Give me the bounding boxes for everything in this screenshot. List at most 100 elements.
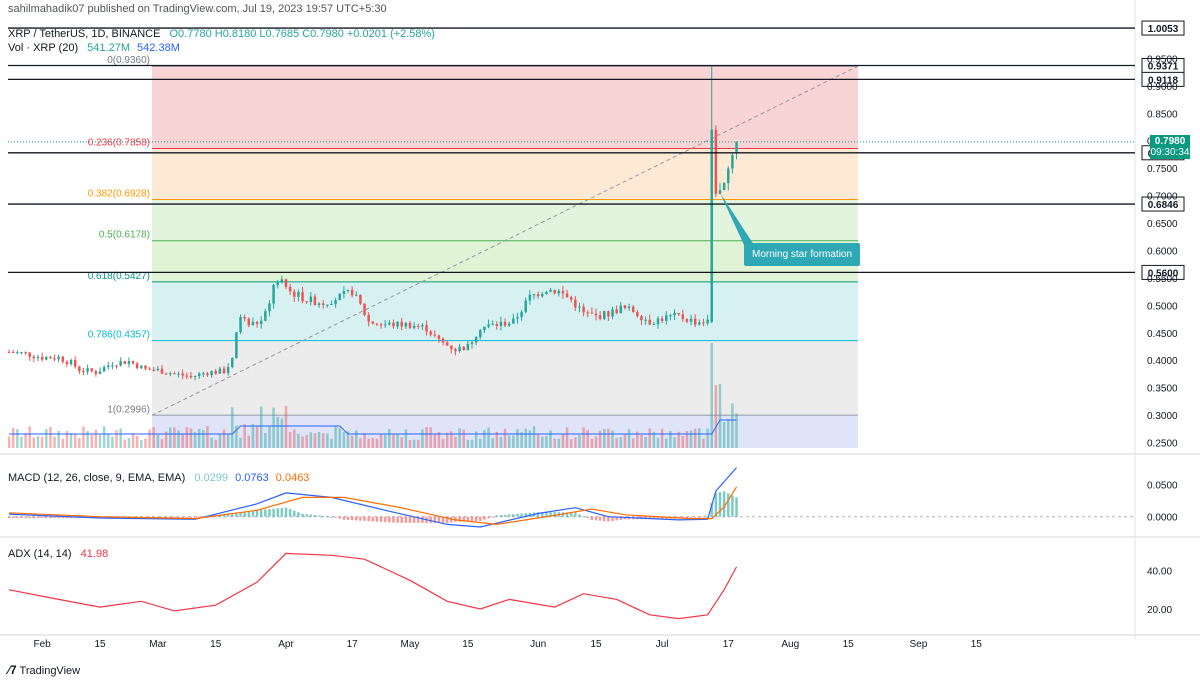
time-axis-label: 15: [590, 639, 602, 650]
volume-bar: [94, 429, 98, 448]
candle-body: [710, 129, 713, 322]
macd-histogram-bar: [499, 515, 503, 517]
symbol-title[interactable]: XRP / TetherUS, 1D, BINANCE: [8, 28, 161, 40]
candle-body: [82, 371, 85, 373]
adx-pane: [8, 552, 738, 620]
candle-body: [330, 304, 333, 306]
macd-histogram-bar: [735, 497, 738, 517]
volume-bar: [590, 438, 594, 448]
macd-label[interactable]: MACD (12, 26, close, 9, EMA, EMA): [8, 472, 186, 484]
volume-bar: [235, 425, 238, 448]
volume-bar: [437, 431, 441, 448]
annotation: [720, 192, 754, 245]
adx-label[interactable]: ADX (14, 14): [8, 548, 72, 560]
macd-histogram-bar: [169, 516, 172, 518]
candle-body: [412, 325, 416, 328]
macd-histogram-bar: [57, 516, 60, 518]
volume-bar: [479, 438, 482, 448]
macd-histogram-bar: [243, 511, 246, 517]
time-axis-label: 15: [210, 639, 222, 650]
volume-bar: [735, 413, 738, 448]
candle-body: [346, 289, 350, 292]
volume-bar: [491, 438, 494, 448]
volume-bar: [231, 407, 234, 448]
candle-body: [536, 294, 540, 297]
candle-body: [590, 312, 594, 314]
candle-body: [309, 296, 313, 302]
macd-histogram-bar: [516, 513, 519, 517]
macd-axis-label: 0.0500: [1147, 481, 1178, 492]
candle-body: [640, 316, 643, 321]
volume-bar: [693, 428, 697, 448]
macd-histogram-bar: [61, 516, 65, 518]
candle-body: [421, 325, 424, 327]
volume-bar: [181, 434, 184, 448]
volume-bar: [359, 438, 362, 448]
volume-bar: [222, 429, 226, 448]
macd-histogram-bar: [437, 516, 441, 523]
volume-bar: [206, 426, 209, 448]
adx-line: [8, 552, 738, 620]
grid: [0, 0, 1200, 640]
candle-body: [479, 330, 482, 338]
macd-histogram-bar: [429, 516, 432, 523]
candle-body: [326, 304, 329, 306]
volume-bar: [69, 433, 73, 448]
macd-histogram-bar: [549, 512, 552, 517]
candle-body: [45, 357, 48, 360]
candle-body: [102, 367, 106, 372]
volume-bar: [169, 427, 172, 448]
candle-body: [202, 373, 205, 375]
candle-body: [32, 356, 36, 359]
volume-bar: [710, 343, 713, 448]
volume-bar: [553, 438, 556, 448]
macd-legend: MACD (12, 26, close, 9, EMA, EMA) 0.0299…: [8, 472, 309, 484]
volume-bar: [582, 427, 585, 448]
morning-star-annotation[interactable]: Morning star formation: [744, 242, 861, 266]
macd-histogram-bar: [656, 516, 660, 519]
volume-bar: [636, 431, 639, 448]
axes: 0.2500 0.3000 0.3500 0.4000 0.4500 0.5000 0.55…: [34, 54, 1179, 650]
volume-bar: [301, 436, 304, 448]
macd-histogram-bar: [702, 516, 705, 518]
time-axis-label: 15: [971, 639, 983, 650]
tradingview-logo[interactable]: ⁄7 TradingView: [8, 663, 80, 677]
macd-histogram-bar: [379, 516, 383, 522]
volume-bar: [342, 432, 346, 448]
candle-body: [123, 361, 127, 364]
macd-histogram-bar: [226, 513, 230, 517]
candle-body: [57, 356, 60, 360]
volume-bar: [210, 437, 213, 448]
volume-bar: [445, 432, 449, 448]
fib-zone: [152, 240, 858, 282]
volume-bar: [499, 436, 503, 448]
price-axis-label: 0.9500: [1147, 54, 1178, 65]
macd-histogram-bar: [276, 508, 279, 517]
candle-body: [623, 305, 627, 309]
volume-bar: [144, 438, 147, 448]
volume-bar: [102, 426, 106, 448]
macd-histogram-bar: [28, 516, 31, 518]
candle-body: [429, 331, 432, 335]
time-axis-label: 15: [843, 639, 855, 650]
volume-bar: [450, 431, 453, 448]
volume-bar: [24, 433, 27, 448]
volume-bar: [280, 418, 284, 448]
volume-bar: [363, 433, 366, 448]
macd-histogram-bar: [255, 510, 259, 517]
macd-histogram-bar: [507, 514, 511, 517]
fib-zone: [152, 66, 858, 149]
candle-body: [392, 322, 395, 327]
candle-body: [235, 332, 238, 359]
macd-histogram-bar: [197, 516, 201, 518]
macd-histogram-bar: [65, 516, 69, 518]
macd-histogram-bar: [594, 516, 598, 521]
macd-histogram-bar: [689, 516, 693, 518]
volume-bar: [107, 433, 110, 448]
volume-label[interactable]: Vol · XRP (20): [8, 42, 79, 54]
macd-histogram-bar: [495, 515, 499, 517]
volume-bar: [78, 438, 81, 448]
volume-bar: [218, 434, 222, 448]
candle-body: [441, 338, 445, 343]
